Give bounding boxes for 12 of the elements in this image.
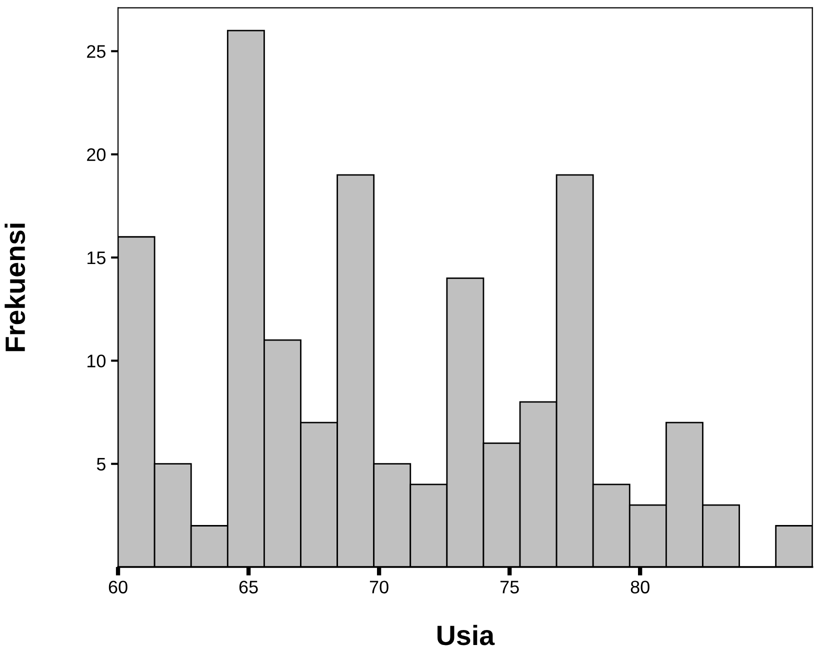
- x-tick-label: 75: [500, 580, 519, 594]
- y-tick-label: 25: [87, 45, 106, 58]
- x-tick-label: 65: [239, 580, 258, 594]
- x-tick-label: 60: [108, 580, 128, 594]
- y-tick-label: 15: [88, 252, 106, 264]
- x-tick-label: 70: [370, 580, 388, 594]
- y-tick-label: 10: [88, 354, 106, 368]
- y-tick-label: 5: [96, 458, 106, 471]
- y-axis-title: Frekuensi: [4, 224, 26, 352]
- x-axis-title: Usia: [438, 624, 495, 646]
- x-tick-label: 80: [630, 580, 650, 594]
- y-tick-label: 20: [87, 148, 106, 162]
